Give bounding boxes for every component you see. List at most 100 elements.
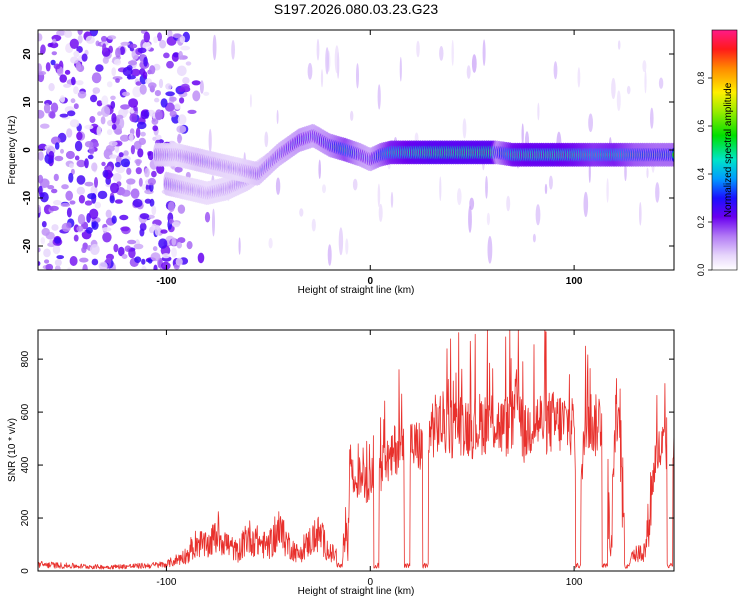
- streak-blob: [658, 77, 664, 89]
- snr-frame: [37, 329, 675, 572]
- noise-blob: [53, 199, 62, 206]
- noise-blob: [96, 100, 103, 107]
- noise-blob: [172, 52, 180, 58]
- noise-blob: [89, 208, 99, 220]
- streak-blob: [238, 237, 241, 255]
- noise-blob: [38, 33, 43, 42]
- noise-blob: [153, 36, 159, 44]
- spectrogram-xlabel: Height of straight line (km): [298, 285, 415, 296]
- noise-blob: [49, 205, 59, 211]
- noise-blob: [126, 65, 133, 71]
- noise-blob: [139, 213, 150, 220]
- noise-blob: [94, 177, 98, 188]
- noise-blob: [126, 178, 136, 185]
- noise-blob: [39, 49, 45, 55]
- noise-blob: [98, 261, 108, 270]
- noise-blob: [77, 91, 87, 99]
- streak-blob: [276, 109, 279, 125]
- noise-blob: [66, 128, 73, 138]
- noise-blob: [40, 237, 46, 245]
- y-tick-label: -20: [22, 238, 33, 253]
- noise-blob: [135, 159, 141, 167]
- noise-blob: [132, 198, 143, 208]
- noise-blob: [76, 80, 84, 86]
- streak-blob: [439, 46, 444, 61]
- streak-blob: [311, 218, 316, 232]
- streak-blob: [487, 235, 493, 264]
- noise-blob: [135, 127, 141, 138]
- snr-panel: -100 0 100 0 200 400 600 800 Height of straight…: [7, 329, 675, 597]
- noise-blob: [84, 181, 94, 187]
- noise-blob: [120, 134, 130, 142]
- noise-blob: [88, 144, 95, 155]
- snr-series-line: [38, 330, 674, 570]
- noise-blob: [143, 56, 148, 67]
- noise-blob: [40, 123, 50, 129]
- noise-blob: [78, 194, 85, 204]
- noise-blob: [38, 109, 45, 119]
- noise-blob: [136, 121, 147, 130]
- y-tick-label: -10: [22, 190, 33, 205]
- noise-blob: [153, 264, 158, 270]
- noise-blob: [179, 97, 185, 104]
- noise-blob: [112, 76, 123, 81]
- noise-blob: [55, 265, 61, 270]
- x-tick-label: -100: [156, 276, 176, 287]
- noise-blob: [73, 103, 79, 110]
- noise-blob: [82, 264, 88, 270]
- streak-blob: [471, 54, 477, 73]
- noise-blob: [94, 201, 102, 209]
- noise-blob: [91, 162, 98, 172]
- streak-blob: [264, 131, 269, 148]
- streak-blob: [486, 212, 490, 226]
- streak-blob: [327, 244, 332, 266]
- noise-blob: [120, 158, 131, 168]
- noise-blob: [38, 247, 41, 253]
- noise-blob: [154, 224, 161, 236]
- noise-blob: [111, 124, 117, 130]
- streak-blob: [506, 195, 511, 212]
- noise-blob: [69, 119, 80, 128]
- colorbar-tick-label: 0.0: [696, 264, 706, 277]
- noise-blob: [139, 84, 147, 95]
- noise-blob: [157, 32, 162, 42]
- noise-blob: [77, 30, 83, 36]
- noise-blob: [179, 35, 186, 43]
- streak-blob: [535, 204, 541, 226]
- noise-blob: [85, 227, 93, 234]
- noise-blob: [152, 246, 158, 252]
- colorbar-tick-label: 0.8: [696, 72, 706, 85]
- noise-blob: [43, 103, 51, 114]
- noise-blob: [135, 167, 142, 175]
- noise-blob: [38, 185, 43, 195]
- noise-blob: [119, 46, 125, 55]
- noise-blob: [143, 31, 150, 43]
- noise-blob: [133, 243, 144, 250]
- noise-blob: [51, 188, 58, 194]
- noise-blob: [77, 214, 86, 225]
- spectrogram-ylabel: Frequency (Hz): [7, 116, 18, 185]
- streak-blob: [199, 80, 204, 94]
- noise-blob: [41, 221, 47, 228]
- noise-blob: [90, 94, 98, 103]
- noise-blob: [111, 113, 117, 124]
- noise-blob: [130, 188, 140, 199]
- streak-blob: [639, 202, 642, 226]
- noise-blob: [147, 151, 154, 161]
- noise-blob: [97, 111, 103, 116]
- noise-blob: [70, 56, 79, 64]
- noise-blob: [185, 61, 192, 66]
- streak-blob: [307, 62, 313, 80]
- streak-blob: [537, 102, 540, 121]
- noise-blob: [178, 87, 186, 92]
- noise-blob: [154, 97, 160, 103]
- noise-blob: [102, 232, 112, 243]
- noise-blob: [53, 173, 59, 182]
- noise-blob: [163, 52, 170, 59]
- noise-blob: [105, 144, 115, 153]
- noise-blob: [158, 238, 168, 249]
- x-tick-label: 100: [566, 577, 583, 588]
- noise-blob: [126, 75, 136, 80]
- noise-blob: [92, 87, 101, 94]
- noise-blob: [49, 111, 56, 119]
